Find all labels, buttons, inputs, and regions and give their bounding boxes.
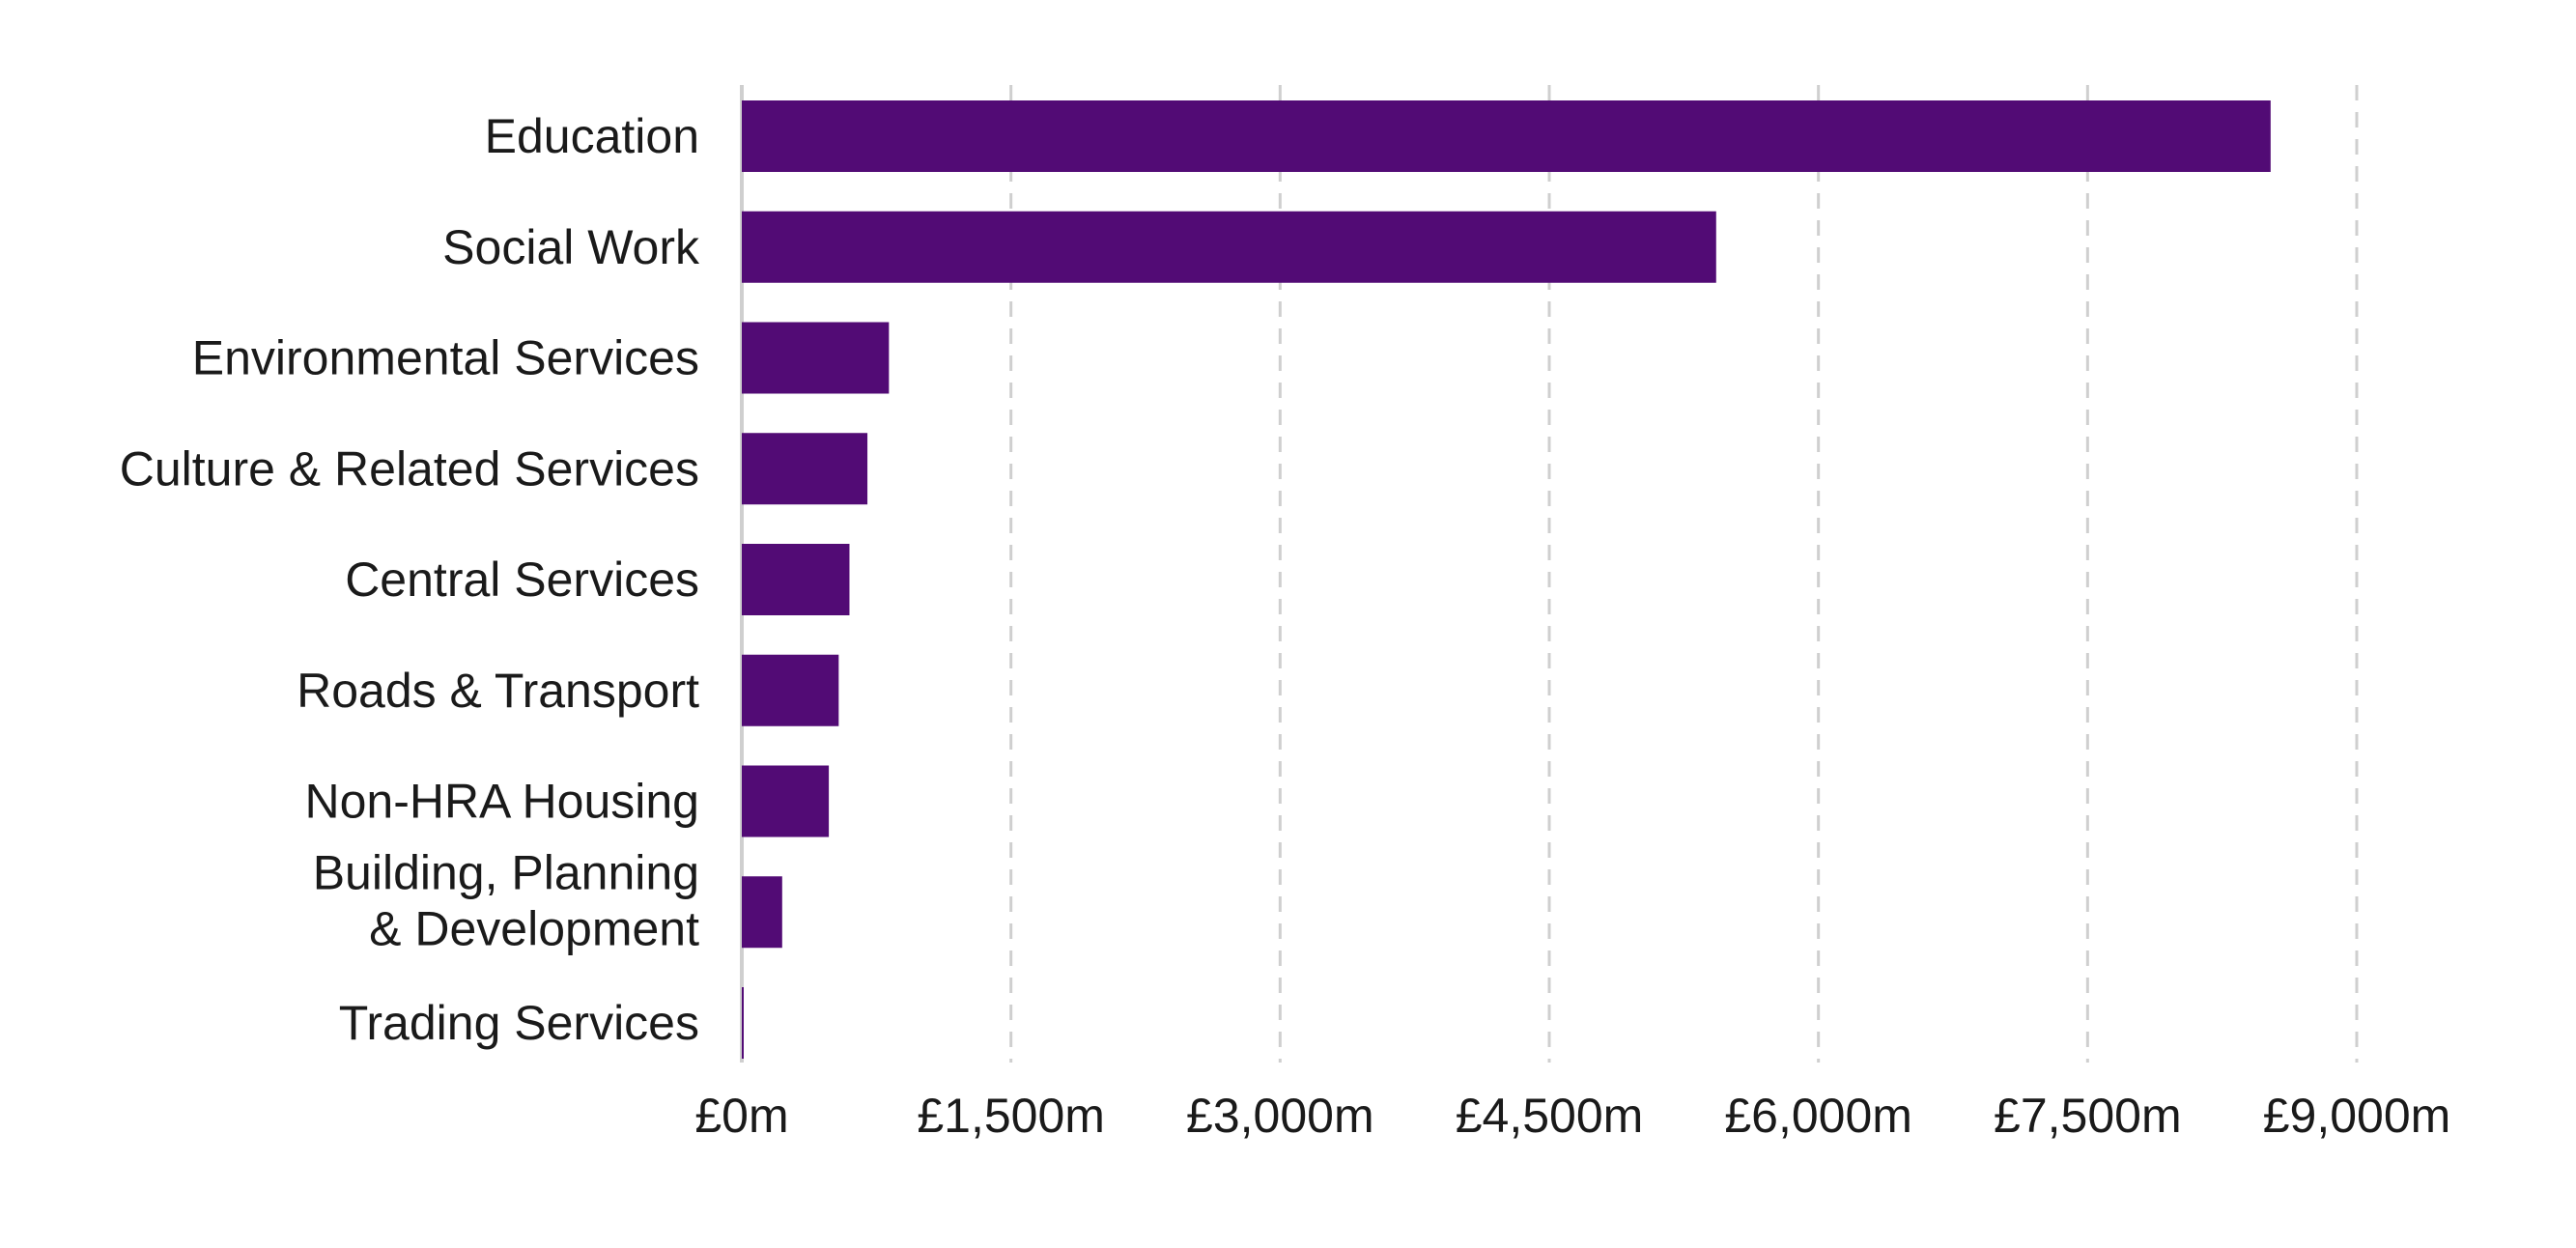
x-tick-label: £9,000m xyxy=(2263,1089,2451,1143)
category-label: Culture & Related Services xyxy=(120,441,699,496)
x-tick-label: £7,500m xyxy=(1994,1089,2182,1143)
x-tick-label: £0m xyxy=(694,1089,788,1143)
category-label: Building, Planning & Development xyxy=(313,845,699,955)
bar xyxy=(742,765,830,837)
bar xyxy=(742,211,1716,283)
category-label: Education xyxy=(485,109,699,163)
bar xyxy=(742,654,839,726)
category-label: Non-HRA Housing xyxy=(304,775,699,829)
x-axis-tick-labels: £0m £1,500m £3,000m £4,500m £6,000m £7,500m £9… xyxy=(694,1089,2450,1143)
bar xyxy=(742,100,2271,172)
x-tick-label: £6,000m xyxy=(1724,1089,1912,1143)
bar xyxy=(742,433,868,505)
bar xyxy=(742,987,744,1059)
bar xyxy=(742,322,890,394)
category-label: Roads & Transport xyxy=(297,664,699,718)
category-label: Central Services xyxy=(345,553,699,607)
x-tick-label: £4,500m xyxy=(1456,1089,1644,1143)
x-tick-label: £3,000m xyxy=(1186,1089,1374,1143)
category-labels: Education Social Work Environmental Servic… xyxy=(120,109,700,1050)
category-label: Trading Services xyxy=(339,996,699,1050)
bar xyxy=(742,876,782,949)
bars xyxy=(742,100,2271,1059)
x-tick-label: £1,500m xyxy=(917,1089,1105,1143)
category-label: Social Work xyxy=(442,220,700,274)
bar xyxy=(742,544,850,615)
category-label: Environmental Services xyxy=(192,331,699,385)
